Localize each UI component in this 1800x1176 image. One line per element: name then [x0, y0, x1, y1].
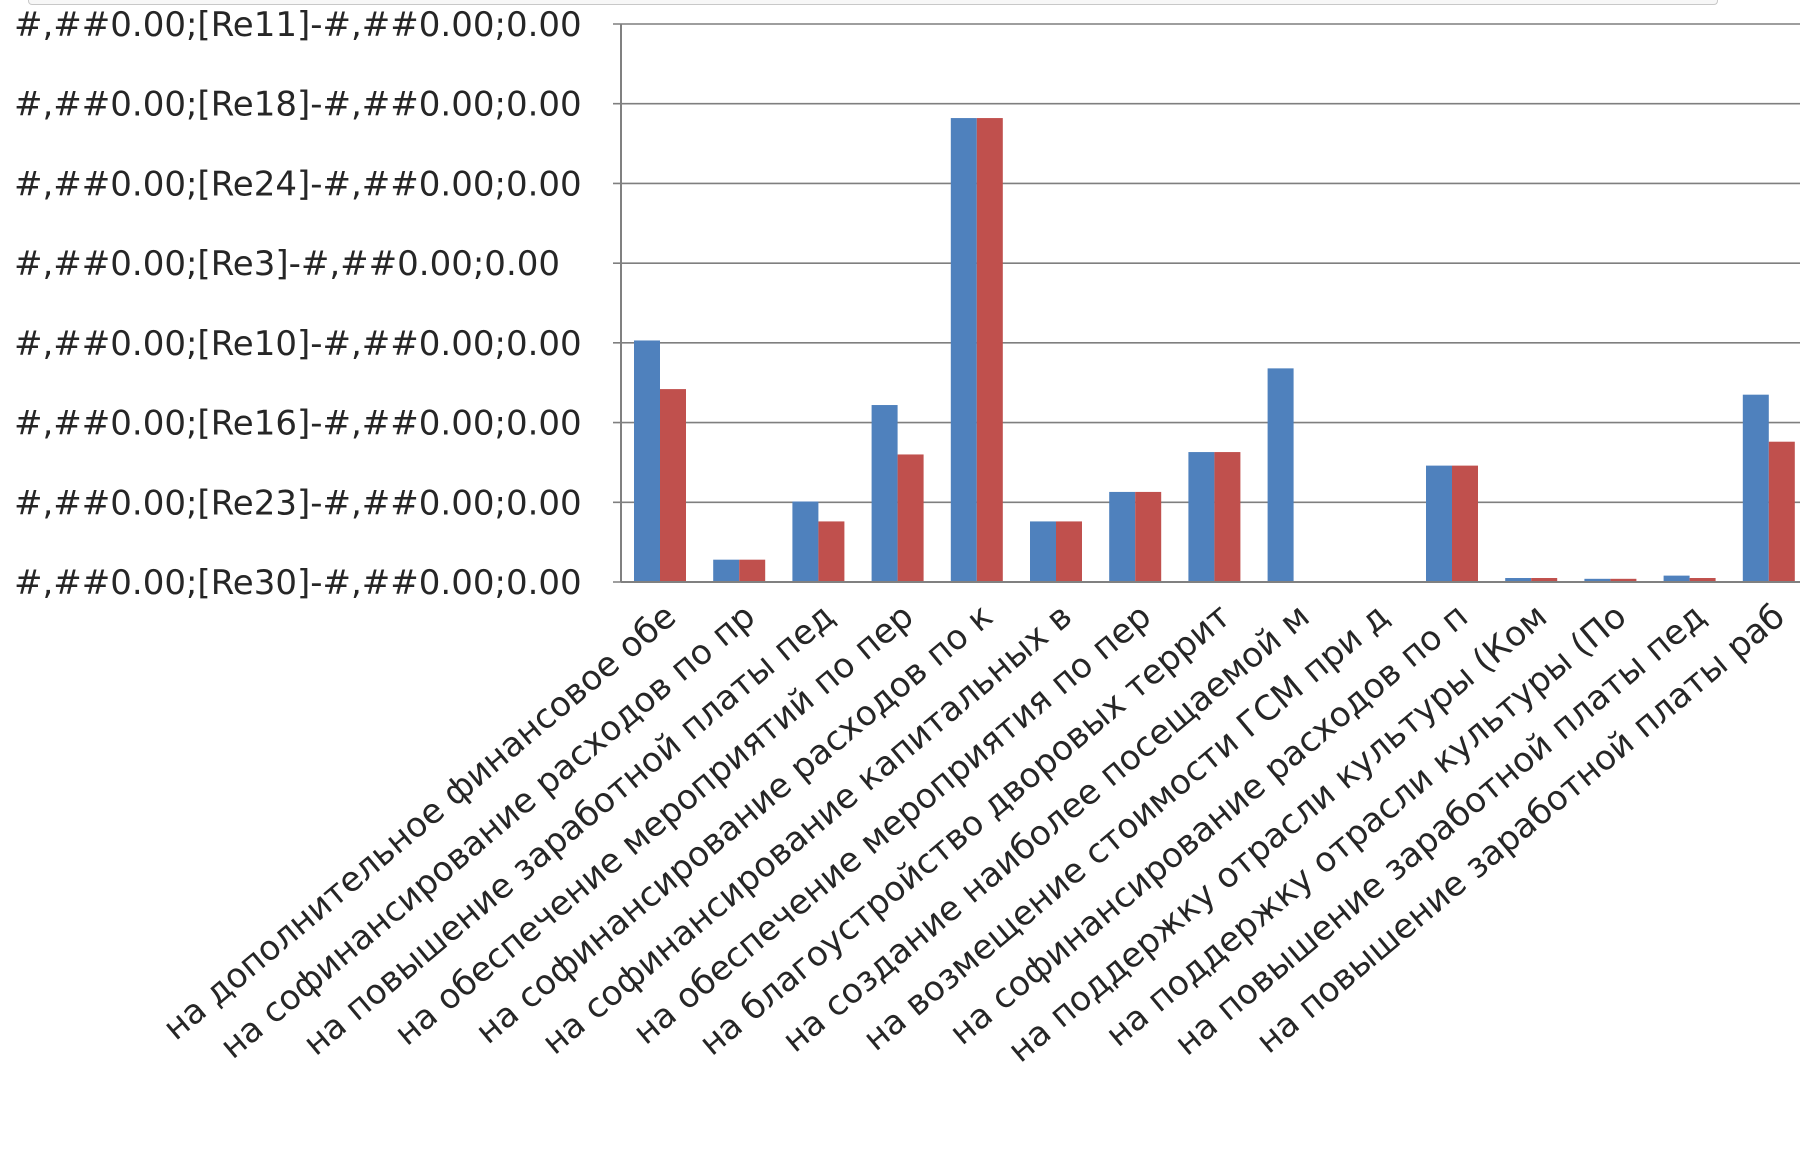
bar-series1: [634, 340, 660, 582]
y-tick-label: #,##0.00;[Re23]-#,##0.00;0.00: [14, 483, 582, 523]
bar-series2: [1610, 578, 1637, 582]
axes: [620, 24, 1800, 583]
bar-series1: [1109, 491, 1136, 582]
y-tick-label: #,##0.00;[Re3]-#,##0.00;0.00: [14, 244, 560, 284]
bar-series1: [1505, 578, 1532, 582]
bar-series2: [1768, 441, 1795, 582]
bar-series1: [1426, 465, 1452, 582]
y-tick-label: #,##0.00;[Re16]-#,##0.00;0.00: [14, 404, 582, 444]
bar-series2: [1531, 578, 1558, 582]
bar-series2: [818, 521, 845, 582]
bar-series1: [792, 501, 819, 582]
bars: [634, 118, 1795, 583]
bar-series1: [1663, 575, 1690, 582]
bar-series2: [660, 389, 686, 582]
bar-series2: [1689, 578, 1716, 582]
bar-series2: [1214, 452, 1241, 582]
bar-series1: [1584, 578, 1611, 582]
bar-series1: [871, 405, 898, 582]
y-tick-label: #,##0.00;[Re10]-#,##0.00;0.00: [14, 324, 582, 364]
y-tick-label: #,##0.00;[Re30]-#,##0.00;0.00: [14, 563, 582, 603]
bar-series1: [1267, 368, 1294, 582]
window-top-edge: [28, 0, 1718, 5]
y-tick-label: #,##0.00;[Re18]-#,##0.00;0.00: [14, 85, 582, 125]
bar-series2: [1056, 521, 1082, 582]
bar-series1: [950, 118, 977, 582]
y-tick-label: #,##0.00;[Re24]-#,##0.00;0.00: [14, 164, 582, 204]
bar-series1: [1030, 521, 1056, 582]
bar-series1: [713, 559, 740, 582]
y-tick-labels: #,##0.00;[Re30]-#,##0.00;0.00 #,##0.00;[R…: [14, 5, 582, 603]
bar-series2: [739, 559, 766, 582]
bar-series2: [976, 118, 1003, 582]
y-tick-label: #,##0.00;[Re11]-#,##0.00;0.00: [14, 5, 582, 45]
bar-series1: [1742, 394, 1769, 582]
bar-series2: [1135, 491, 1162, 582]
bar-series2: [1452, 465, 1478, 582]
bar-series1: [1188, 452, 1215, 582]
bar-series2: [897, 454, 924, 582]
